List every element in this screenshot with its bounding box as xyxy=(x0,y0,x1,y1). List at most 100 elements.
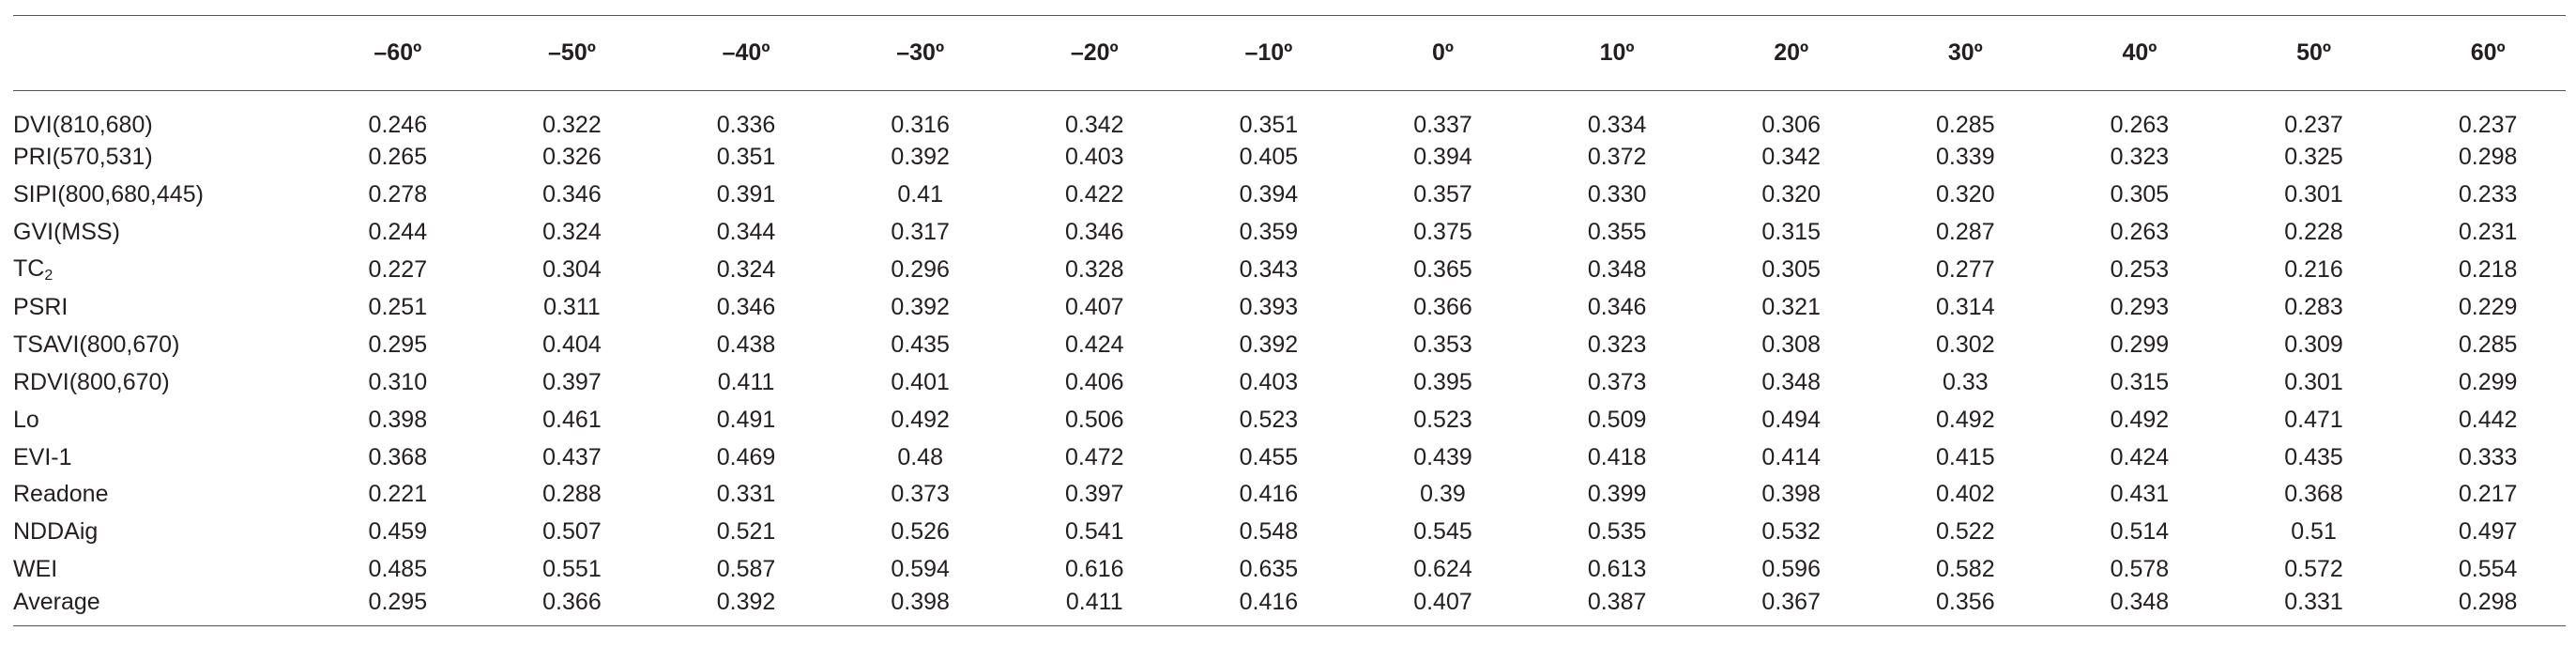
table-cell: 0.296 xyxy=(891,256,950,284)
table-cell: 0.551 xyxy=(542,556,602,583)
table-cell: 0.227 xyxy=(368,256,428,284)
table-cell: 0.401 xyxy=(891,368,950,395)
table-cell: 0.351 xyxy=(716,144,776,171)
table-cell: 0.437 xyxy=(542,443,602,470)
table-cell: 0.346 xyxy=(1064,219,1124,246)
table-cell: 0.321 xyxy=(1761,294,1821,320)
table-cell: 0.301 xyxy=(2284,181,2343,208)
table-cell: 0.228 xyxy=(2284,219,2343,246)
table-cell: 0.287 xyxy=(1936,219,1995,246)
table-cell: 0.397 xyxy=(542,368,602,395)
table-cell: 0.305 xyxy=(1761,256,1821,284)
table-cell: 0.315 xyxy=(2110,368,2170,395)
table-cell: 0.582 xyxy=(1936,556,1995,583)
table-cell: 0.308 xyxy=(1761,331,1821,358)
table-row: TC2 0.227 0.304 0.324 0.296 0.328 0.343 0.365 0.… xyxy=(13,252,2566,289)
table-row: SIPI(800,680,445) 0.278 0.346 0.391 0.41 0.42… xyxy=(13,177,2566,214)
table-cell: 0.306 xyxy=(1761,112,1821,138)
table-cell: 0.304 xyxy=(542,256,602,284)
table-cell: 0.295 xyxy=(301,588,476,627)
table-row: EVI-1 0.368 0.437 0.469 0.48 0.472 0.455 0.439 0… xyxy=(13,439,2566,476)
table-cell: 0.507 xyxy=(542,518,602,546)
table-cell: 0.323 xyxy=(2110,144,2170,171)
table-cell: 0.406 xyxy=(1064,368,1124,395)
table-cell: 0.523 xyxy=(1239,406,1299,433)
column-header-angle: –60º xyxy=(301,15,476,91)
table-cell: 0.367 xyxy=(1694,588,1869,627)
table-cell: 0.394 xyxy=(1413,144,1472,171)
table-cell: 0.469 xyxy=(716,443,776,470)
table-cell: 0.302 xyxy=(1936,331,1995,358)
row-label-text: GVI(MSS) xyxy=(13,219,120,246)
table-cell: 0.342 xyxy=(1064,112,1124,138)
table-cell: 0.391 xyxy=(716,181,776,208)
row-label-text: Readone xyxy=(13,481,109,508)
row-label: SIPI(800,680,445) xyxy=(13,177,301,214)
table-row: GVI(MSS) 0.244 0.324 0.344 0.317 0.346 0.359 0.… xyxy=(13,214,2566,252)
table-cell: 0.373 xyxy=(891,481,950,508)
row-label-text: TSAVI(800,670) xyxy=(13,331,180,358)
table-cell: 0.285 xyxy=(1936,112,1995,138)
table-cell: 0.616 xyxy=(1064,556,1124,583)
table-cell: 0.624 xyxy=(1413,556,1472,583)
table-cell: 0.431 xyxy=(2110,481,2170,508)
table-cell: 0.324 xyxy=(716,256,776,284)
table-row: RDVI(800,670) 0.310 0.397 0.411 0.401 0.406 0.… xyxy=(13,363,2566,401)
table-cell: 0.403 xyxy=(1239,368,1299,395)
table-body: DVI(810,680) 0.246 0.322 0.336 0.316 0.342 0.3… xyxy=(13,91,2566,627)
row-label-text: NDDAig xyxy=(13,518,99,546)
table-cell: 0.407 xyxy=(1064,294,1124,320)
column-header-angle: –40º xyxy=(649,15,824,91)
table-cell: 0.346 xyxy=(542,181,602,208)
table-cell: 0.310 xyxy=(368,368,428,395)
row-label-text: DVI(810,680) xyxy=(13,112,153,138)
table-cell: 0.278 xyxy=(368,181,428,208)
table-cell: 0.331 xyxy=(2217,588,2392,627)
table-cell: 0.402 xyxy=(1936,481,1995,508)
row-label-text: TC xyxy=(13,255,45,283)
table-cell: 0.51 xyxy=(2291,518,2337,546)
table-cell: 0.39 xyxy=(1420,481,1466,508)
table-cell: 0.459 xyxy=(368,518,428,546)
table-cell: 0.492 xyxy=(1936,406,1995,433)
table-cell: 0.494 xyxy=(1761,406,1821,433)
table-cell: 0.322 xyxy=(542,112,602,138)
row-label: GVI(MSS) xyxy=(13,214,301,252)
table-cell: 0.375 xyxy=(1413,219,1472,246)
table-cell: 0.217 xyxy=(2458,481,2518,508)
table-cell: 0.415 xyxy=(1936,443,1995,470)
table-cell: 0.522 xyxy=(1936,518,1995,546)
table-cell: 0.532 xyxy=(1761,518,1821,546)
table-cell: 0.348 xyxy=(1761,368,1821,395)
table-cell: 0.492 xyxy=(2110,406,2170,433)
table-cell: 0.346 xyxy=(1587,294,1647,320)
table-row: PRI(570,531) 0.265 0.326 0.351 0.392 0.403 0.4… xyxy=(13,139,2566,177)
row-label: TC2 xyxy=(13,252,301,289)
table-cell: 0.244 xyxy=(368,219,428,246)
table-cell: 0.263 xyxy=(2110,219,2170,246)
table-cell: 0.541 xyxy=(1064,518,1124,546)
table-cell: 0.285 xyxy=(2458,331,2518,358)
table-cell: 0.523 xyxy=(1413,406,1472,433)
table-cell: 0.435 xyxy=(891,331,950,358)
table-cell: 0.521 xyxy=(716,518,776,546)
table-cell: 0.497 xyxy=(2458,518,2518,546)
table-cell: 0.246 xyxy=(368,112,428,138)
table-cell: 0.411 xyxy=(998,588,1173,627)
table-cell: 0.387 xyxy=(1520,588,1695,627)
table-row: NDDAig 0.459 0.507 0.521 0.526 0.541 0.548 0.54… xyxy=(13,514,2566,551)
row-label-text: EVI-1 xyxy=(13,443,72,470)
table-cell: 0.366 xyxy=(475,588,650,627)
table-cell: 0.442 xyxy=(2458,406,2518,433)
table-cell: 0.221 xyxy=(368,481,428,508)
table-cell: 0.48 xyxy=(897,443,943,470)
table-cell: 0.305 xyxy=(2110,181,2170,208)
table-cell: 0.407 xyxy=(1346,588,1521,627)
table-cell: 0.535 xyxy=(1587,518,1647,546)
table-cell: 0.439 xyxy=(1413,443,1472,470)
table-cell: 0.331 xyxy=(716,481,776,508)
table-cell: 0.395 xyxy=(1413,368,1472,395)
table-cell: 0.344 xyxy=(716,219,776,246)
row-label-text: SIPI(800,680,445) xyxy=(13,181,204,208)
row-label-text: PRI(570,531) xyxy=(13,144,153,171)
